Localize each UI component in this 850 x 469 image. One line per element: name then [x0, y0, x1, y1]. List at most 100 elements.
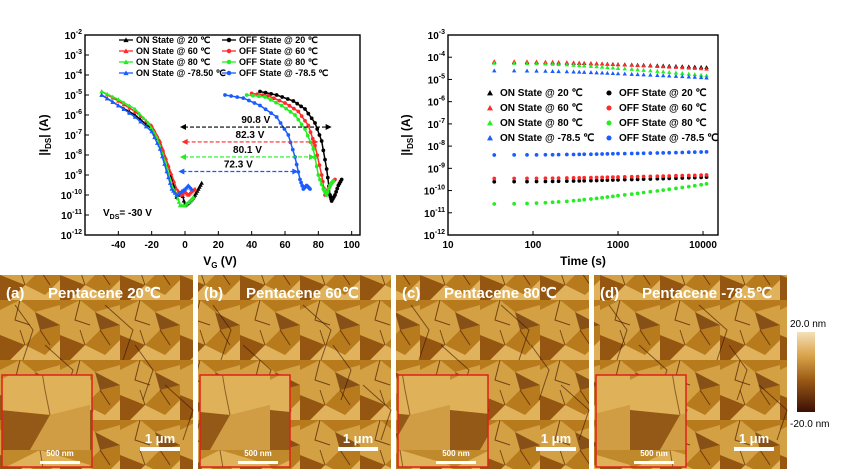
- data-point: [105, 96, 110, 101]
- data-point: [160, 154, 165, 159]
- data-point: [661, 64, 666, 69]
- data-point: [629, 192, 634, 196]
- data-point: [155, 140, 160, 145]
- y-tick-label: 10-7: [428, 118, 445, 131]
- data-point: [283, 101, 287, 105]
- data-point: [257, 94, 261, 99]
- data-point: [258, 89, 262, 94]
- y-tick-label: 10-11: [61, 209, 82, 222]
- data-point: [492, 202, 497, 206]
- data-point: [333, 193, 337, 197]
- data-point: [564, 152, 569, 157]
- colorbar-min: -20.0 nm: [790, 419, 829, 430]
- data-point: [571, 152, 576, 157]
- scale-label: 1 μm: [343, 431, 373, 446]
- data-point: [263, 95, 267, 99]
- data-point: [293, 113, 297, 117]
- inset-scale-bar: [436, 461, 476, 464]
- arrow-head-left: [180, 153, 186, 160]
- legend-label: ON State @ 80 ℃: [500, 118, 583, 129]
- data-point: [582, 175, 587, 180]
- series-6: [492, 68, 709, 80]
- data-point: [648, 72, 653, 77]
- legend-label: OFF State @ 20 ℃: [619, 88, 707, 99]
- data-point: [594, 175, 599, 180]
- data-point: [667, 150, 672, 155]
- data-point: [571, 198, 576, 203]
- panel-title: Pentacene -78.5℃: [642, 285, 772, 302]
- data-point: [622, 193, 627, 197]
- data-point: [655, 68, 660, 73]
- panel-title: Pentacene 80℃: [444, 285, 557, 302]
- data-point: [149, 129, 154, 134]
- data-point: [635, 191, 640, 196]
- data-point: [325, 189, 330, 194]
- series-4: [99, 89, 196, 208]
- data-point: [252, 101, 257, 105]
- data-point: [171, 188, 176, 193]
- data-point: [290, 147, 295, 152]
- x-tick-label: 10: [442, 240, 454, 251]
- data-point: [314, 164, 319, 169]
- afm-panel-2: (c) Pentacene 80℃ 1 μm 500 nm: [396, 275, 590, 469]
- data-point: [299, 180, 303, 185]
- y-tick-label: 10-10: [61, 189, 82, 202]
- arrow-head-right: [325, 124, 332, 131]
- data-point: [137, 111, 142, 116]
- data-point: [534, 201, 539, 206]
- data-point: [674, 173, 678, 178]
- data-point: [550, 176, 555, 181]
- data-point: [303, 127, 307, 131]
- data-point: [704, 150, 709, 154]
- series-2: [99, 89, 198, 197]
- data-point: [674, 186, 678, 191]
- arrow-head-left: [180, 124, 186, 131]
- data-point: [564, 199, 569, 204]
- data-point: [648, 151, 653, 155]
- scale-label: 1 μm: [145, 431, 175, 446]
- retention-chart-legend: ON State @ 20 ℃ OFF State @ 20 ℃ ON State …: [487, 88, 718, 144]
- grain-boundary: [698, 304, 728, 361]
- series-line: [101, 90, 194, 207]
- y-tick-label: 10-6: [65, 109, 82, 122]
- data-point: [629, 62, 634, 67]
- data-point: [309, 116, 314, 121]
- data-point: [199, 180, 204, 185]
- legend-label: OFF State @ 80 ℃: [619, 118, 707, 129]
- data-point: [99, 92, 104, 97]
- data-point: [325, 175, 330, 180]
- data-point: [629, 177, 634, 182]
- panel-label: (a): [6, 285, 24, 302]
- x-tick-label: 40: [246, 240, 258, 251]
- data-point: [699, 182, 704, 187]
- data-point: [556, 62, 561, 67]
- legend-marker: [487, 120, 493, 126]
- data-point: [635, 67, 640, 72]
- x-tick-label: 100: [343, 240, 360, 251]
- inset-scale-label: 500 nm: [640, 449, 668, 458]
- grain-boundary: [758, 384, 788, 441]
- grain-boundary: [728, 344, 748, 401]
- data-point: [577, 69, 582, 74]
- data-point: [673, 73, 679, 78]
- transfer-chart-legend: ON State @ 20 ℃ OFF State @ 20 ℃ ON State …: [119, 35, 328, 78]
- data-point: [667, 174, 672, 178]
- data-point: [564, 62, 570, 67]
- data-point: [556, 152, 561, 157]
- data-point: [582, 178, 587, 183]
- series-7: [223, 93, 312, 191]
- data-point: [581, 69, 587, 74]
- data-point: [291, 99, 296, 103]
- data-point: [615, 62, 621, 67]
- scale-bar: [140, 447, 180, 451]
- retention-xlabel: Time (s): [560, 254, 606, 268]
- data-point: [692, 72, 697, 77]
- scale-bar: [734, 447, 774, 451]
- legend-marker: [123, 37, 129, 43]
- data-point: [605, 152, 610, 156]
- data-point: [616, 193, 620, 198]
- data-point: [229, 94, 233, 98]
- data-point: [274, 93, 279, 97]
- data-point: [172, 190, 178, 195]
